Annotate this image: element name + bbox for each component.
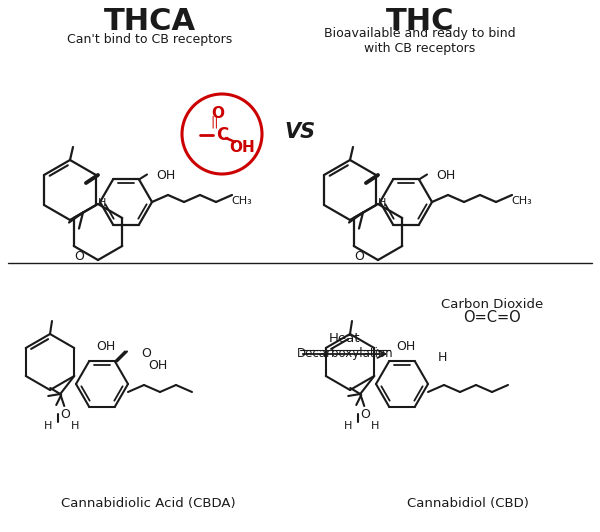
Text: OH: OH [148,359,167,372]
Text: Heat: Heat [329,332,361,345]
Text: O: O [212,106,224,121]
Text: CH₃: CH₃ [232,196,253,206]
Text: OH: OH [397,340,416,353]
Text: OH: OH [97,340,116,353]
Text: Decarboxylation: Decarboxylation [296,346,394,360]
Text: H: H [44,421,52,431]
Text: O: O [141,347,151,360]
Text: H: H [71,421,79,431]
Text: Carbon Dioxide: Carbon Dioxide [441,297,543,311]
FancyArrowPatch shape [303,350,385,358]
Text: OH: OH [157,169,176,182]
Text: THCA: THCA [104,7,196,37]
Text: H: H [98,198,106,208]
Text: OH: OH [229,139,255,154]
Text: THC: THC [386,7,454,37]
Text: O: O [74,250,84,263]
Text: O: O [354,250,364,263]
Text: CH₃: CH₃ [512,196,532,206]
Text: ||: || [211,115,219,129]
Text: H: H [344,421,352,431]
Text: Can't bind to CB receptors: Can't bind to CB receptors [67,32,233,46]
Text: O: O [60,408,70,420]
Text: Cannabidiolic Acid (CBDA): Cannabidiolic Acid (CBDA) [61,497,235,511]
Text: C: C [216,126,228,144]
Text: Bioavailable and ready to bind
with CB receptors: Bioavailable and ready to bind with CB r… [324,27,516,55]
Text: Cannabidiol (CBD): Cannabidiol (CBD) [407,497,529,511]
Text: OH: OH [436,169,455,182]
Text: O=C=O: O=C=O [463,310,521,325]
Text: O: O [360,408,370,420]
Text: H: H [371,421,379,431]
Text: H: H [378,198,386,208]
Text: H: H [437,351,446,364]
Text: VS: VS [284,122,316,142]
